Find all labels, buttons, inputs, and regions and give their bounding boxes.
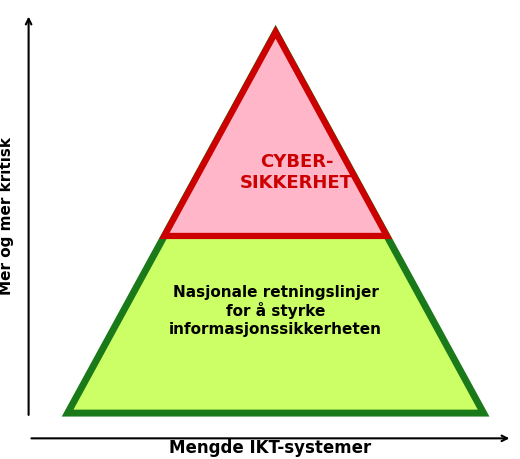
Text: Mer og mer kritisk: Mer og mer kritisk — [0, 137, 14, 295]
Text: Mengde IKT-systemer: Mengde IKT-systemer — [170, 439, 371, 457]
Text: CYBER-
SIKKERHET: CYBER- SIKKERHET — [240, 153, 353, 192]
Polygon shape — [68, 32, 484, 413]
Text: Nasjonale retningslinjer
for å styrke
informasjonssikkerheten: Nasjonale retningslinjer for å styrke in… — [169, 285, 382, 337]
Polygon shape — [164, 32, 387, 236]
